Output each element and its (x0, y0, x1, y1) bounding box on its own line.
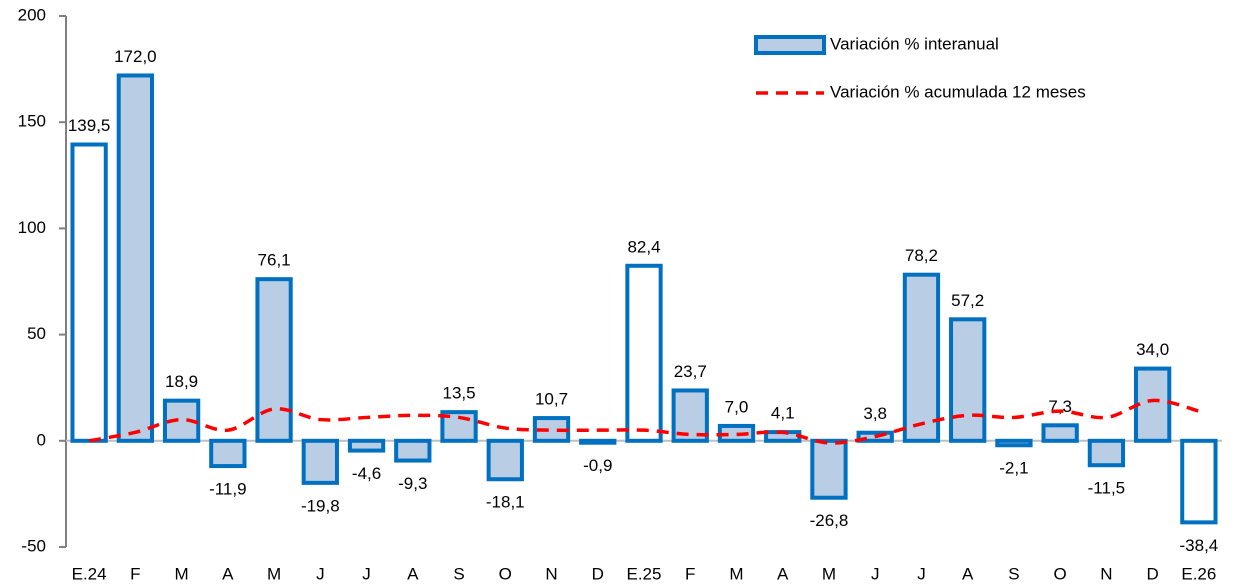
value-label: 78,2 (905, 246, 938, 265)
value-label: -18,1 (486, 493, 525, 512)
y-tick-label: 200 (18, 5, 46, 24)
x-tick-label: F (130, 564, 140, 583)
bar (579, 438, 617, 445)
bar (116, 73, 155, 443)
x-tick-label: J (871, 564, 880, 583)
y-tick-label: 0 (37, 430, 46, 449)
value-label: -26,8 (810, 511, 849, 530)
y-tick-label: 100 (18, 218, 46, 237)
value-label: 7,0 (725, 397, 749, 416)
value-label: -11,5 (1088, 479, 1126, 498)
legend-label: Variación % interanual (830, 34, 999, 53)
legend-label: Variación % acumulada 12 meses (830, 82, 1086, 101)
x-tick-label: F (685, 564, 695, 583)
y-tick-label: 50 (27, 324, 46, 343)
value-label: 4,1 (771, 404, 795, 423)
bar (301, 438, 339, 485)
x-tick-label: N (545, 564, 557, 583)
value-label: 34,0 (1136, 340, 1169, 359)
bar (394, 438, 432, 463)
value-label: -0,9 (583, 456, 612, 475)
x-tick-label: J (316, 564, 325, 583)
x-tick-label: O (1054, 564, 1067, 583)
bar (949, 317, 987, 443)
value-label: 57,2 (951, 291, 984, 310)
x-tick-label: A (222, 564, 234, 583)
x-tick-label: M (267, 564, 281, 583)
x-tick-label: J (917, 564, 926, 583)
bar (810, 438, 848, 500)
bar (347, 438, 386, 453)
x-tick-label: M (729, 564, 743, 583)
bar (70, 142, 108, 443)
value-label: 76,1 (258, 251, 291, 270)
y-tick-label: 150 (18, 112, 46, 131)
x-tick-label: D (592, 564, 604, 583)
bar (625, 263, 663, 443)
legend-swatch (754, 35, 826, 55)
value-label: -19,8 (301, 496, 340, 515)
y-tick-label: -50 (21, 536, 46, 555)
x-tick-label: O (499, 564, 512, 583)
bar (1180, 438, 1218, 525)
x-tick-label: E.25 (627, 564, 662, 583)
x-tick-label: M (822, 564, 836, 583)
value-label: 139,5 (68, 116, 111, 135)
x-tick-label: M (175, 564, 189, 583)
value-label: 13,5 (442, 384, 475, 403)
value-label: 172,0 (114, 47, 157, 66)
value-label: -2,1 (999, 459, 1028, 478)
x-tick-label: D (1146, 564, 1158, 583)
value-label: 18,9 (165, 372, 198, 391)
x-tick-label: E.26 (1181, 564, 1216, 583)
bar (486, 438, 524, 482)
value-label: 82,4 (627, 237, 660, 256)
x-tick-label: J (362, 564, 371, 583)
bar (209, 438, 247, 469)
value-label: 23,7 (674, 362, 707, 381)
x-tick-label: A (962, 564, 974, 583)
bar (255, 277, 293, 443)
x-tick-label: S (1008, 564, 1019, 583)
bar (902, 272, 941, 443)
bar (1041, 423, 1079, 443)
x-tick-label: A (777, 564, 789, 583)
x-tick-label: A (407, 564, 419, 583)
bar (1133, 366, 1172, 443)
x-tick-label: E.24 (72, 564, 107, 583)
value-label: -38,4 (1180, 536, 1219, 555)
value-label: -4,6 (352, 464, 381, 483)
value-label: -11,9 (209, 480, 247, 499)
value-label: -9,3 (398, 474, 427, 493)
line (88, 398, 1200, 445)
x-tick-label: N (1100, 564, 1112, 583)
value-label: 10,7 (535, 390, 568, 409)
bar (1087, 438, 1126, 468)
x-tick-label: S (453, 564, 464, 583)
bar (995, 438, 1033, 448)
value-label: 3,8 (863, 404, 887, 423)
